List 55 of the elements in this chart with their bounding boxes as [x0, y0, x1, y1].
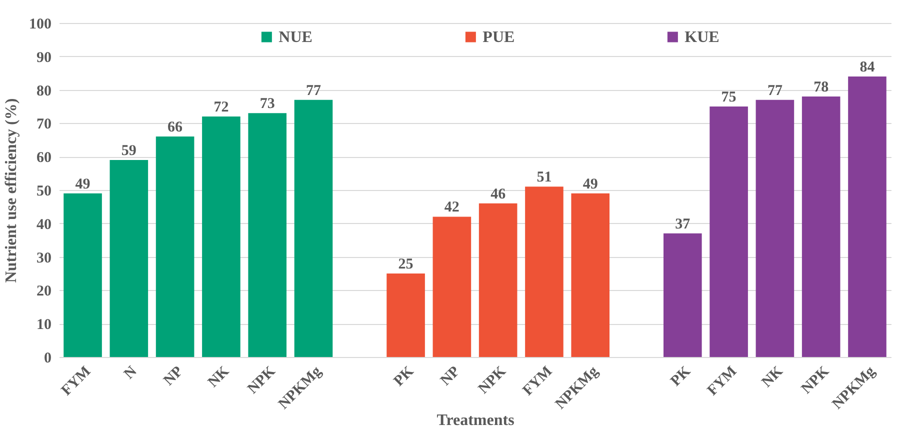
bar [202, 116, 240, 357]
y-tick-label: 60 [36, 150, 52, 166]
y-tick-label: 80 [36, 83, 52, 100]
x-tick-label: NP [438, 364, 464, 389]
bar [525, 186, 564, 357]
y-tick-label: 50 [36, 184, 52, 200]
bar [110, 160, 148, 357]
bar [248, 113, 286, 357]
data-label: 75 [721, 90, 736, 106]
data-label: 73 [260, 96, 275, 112]
data-label: 77 [306, 82, 322, 99]
y-tick-label: 70 [36, 116, 52, 133]
x-tick-label: PK [391, 363, 418, 390]
bar [478, 203, 518, 357]
bar [386, 274, 425, 357]
x-tick-label: N [121, 363, 140, 382]
x-tick-label: NK [759, 363, 786, 391]
legend-label: PUE [482, 29, 515, 46]
data-label: 51 [536, 170, 552, 186]
data-label: 42 [444, 200, 460, 216]
data-label: 49 [75, 176, 90, 192]
legend-label: KUE [684, 29, 720, 46]
y-tick-label: 20 [36, 284, 52, 300]
y-tick-label: 10 [36, 317, 52, 334]
data-label: 37 [675, 216, 691, 232]
y-tick-label: 40 [36, 216, 52, 233]
y-tick-label: 30 [36, 250, 52, 266]
data-label: 66 [168, 120, 184, 136]
bar [571, 193, 610, 357]
y-tick-label: 90 [36, 50, 52, 66]
bar [294, 100, 333, 357]
data-label: 72 [214, 100, 229, 116]
y-tick-label: 0 [44, 350, 52, 366]
y-tick-label: 100 [29, 16, 52, 32]
data-label: 49 [582, 176, 598, 192]
data-label: 25 [398, 256, 414, 272]
x-tick-label: NP [160, 364, 186, 389]
x-tick-label: PK [668, 363, 694, 390]
x-axis-title: Treatments [436, 412, 514, 429]
bar [710, 106, 748, 357]
data-label: 78 [814, 79, 829, 96]
bar [664, 233, 702, 357]
data-label: 59 [121, 142, 136, 159]
bar [156, 136, 194, 357]
bar [756, 100, 794, 357]
x-tick-label: NK [205, 363, 233, 391]
data-label: 46 [490, 186, 506, 202]
bar [64, 193, 102, 357]
data-label: 77 [767, 82, 783, 99]
y-axis-title: Nutrient use efficiency (%) [3, 98, 20, 283]
legend-label: NUE [278, 29, 312, 46]
data-label: 84 [860, 59, 876, 76]
bar [848, 76, 886, 357]
bar [432, 216, 472, 357]
bar [802, 96, 840, 357]
